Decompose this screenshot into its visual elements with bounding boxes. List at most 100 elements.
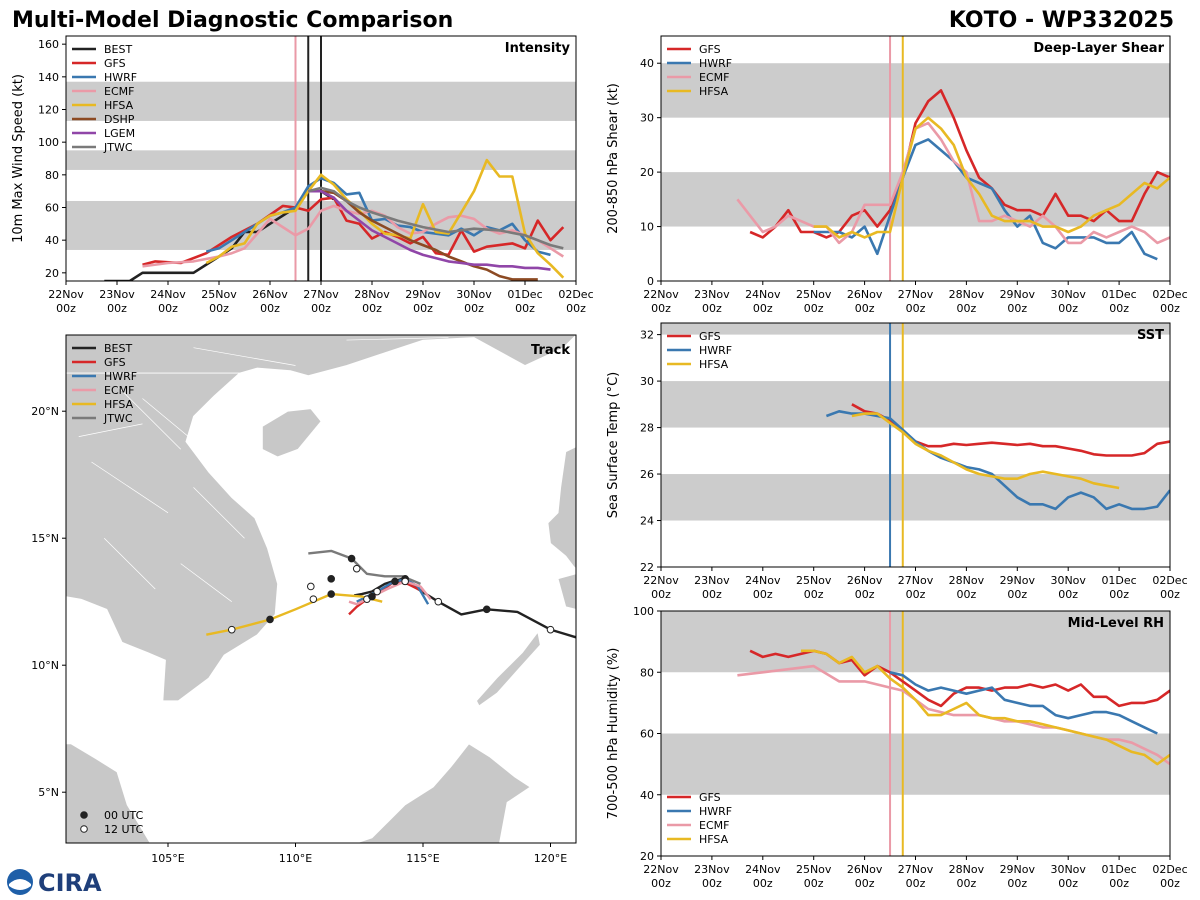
province-border bbox=[104, 537, 156, 590]
sst-xtick-date: 27Nov bbox=[898, 574, 934, 587]
shear-xtick-date: 23Nov bbox=[694, 288, 730, 301]
shear-legend-label: ECMF bbox=[699, 71, 729, 84]
land-palawan bbox=[476, 631, 541, 707]
rh-xtick-hour: 00z bbox=[1058, 877, 1078, 890]
intensity-xtick-date: 24Nov bbox=[150, 288, 186, 301]
track-marker-hwrf bbox=[373, 587, 381, 596]
shear-xtick-hour: 00z bbox=[804, 302, 824, 315]
marker-legend-label: 00 UTC bbox=[104, 809, 144, 822]
track-frame bbox=[65, 334, 577, 844]
track-marker-hfsa bbox=[227, 625, 236, 634]
sst-xtick-hour: 00z bbox=[855, 588, 875, 601]
sst-xtick-hour: 00z bbox=[1160, 588, 1180, 601]
rh-series-hfsa bbox=[801, 649, 1170, 766]
sst-xtick-date: 25Nov bbox=[796, 574, 832, 587]
intensity-series-gfs bbox=[142, 196, 565, 266]
intensity-xtick-date: 29Nov bbox=[405, 288, 441, 301]
rh-xtick-hour: 00z bbox=[906, 877, 926, 890]
sst-xtick-hour: 00z bbox=[804, 588, 824, 601]
land-hainan bbox=[261, 408, 322, 458]
rh-ytick-label: 60 bbox=[640, 728, 654, 741]
intensity-legend-label: JTWC bbox=[103, 141, 133, 154]
sst-xtick-date: 02Dec bbox=[1152, 574, 1187, 587]
intensity-xtick-date: 22Nov bbox=[48, 288, 84, 301]
land-malay-peninsula bbox=[66, 596, 151, 843]
sst-band bbox=[661, 474, 1170, 521]
shear-xtick-hour: 00z bbox=[1058, 302, 1078, 315]
track-lines bbox=[206, 549, 576, 639]
sst-xtick-hour: 00z bbox=[906, 588, 926, 601]
shear-xtick-hour: 00z bbox=[753, 302, 773, 315]
track-lon-label: 105°E bbox=[151, 852, 184, 865]
shear-panel: 01020304022Nov00z23Nov00z24Nov00z25Nov00… bbox=[606, 35, 1188, 315]
land-borneo bbox=[285, 743, 531, 843]
intensity-series-jtwc bbox=[307, 186, 564, 250]
sst-xtick-hour: 00z bbox=[651, 588, 671, 601]
rh-band bbox=[661, 611, 1170, 673]
track-lon-label: 110°E bbox=[279, 852, 312, 865]
province-border bbox=[193, 487, 245, 539]
rh-legend-label: ECMF bbox=[699, 819, 729, 832]
intensity-xtick-hour: 00z bbox=[464, 302, 484, 315]
sst-band bbox=[661, 381, 1170, 428]
intensity-xtick-date: 25Nov bbox=[201, 288, 237, 301]
track-lat-label: 5°N bbox=[38, 786, 59, 799]
intensity-xtick-hour: 00z bbox=[260, 302, 280, 315]
shear-legend-label: HFSA bbox=[699, 85, 729, 98]
marker-legend-label: 12 UTC bbox=[104, 823, 144, 836]
intensity-xtick-date: 02Dec bbox=[558, 288, 593, 301]
intensity-xtick-hour: 00z bbox=[56, 302, 76, 315]
track-legend-label: HFSA bbox=[104, 398, 134, 411]
rh-xtick-hour: 00z bbox=[1109, 877, 1129, 890]
cira-logo: CIRA bbox=[7, 869, 102, 897]
track-legend-label: GFS bbox=[104, 356, 126, 369]
intensity-ytick-label: 120 bbox=[38, 104, 59, 117]
intensity-ytick-label: 100 bbox=[38, 136, 59, 149]
province-border bbox=[180, 563, 232, 602]
track-legend-label: ECMF bbox=[104, 384, 134, 397]
rh-legend-label: HWRF bbox=[699, 805, 732, 818]
rh-xtick-date: 22Nov bbox=[643, 863, 679, 876]
sst-ytick-label: 32 bbox=[640, 329, 654, 342]
province-border bbox=[116, 385, 181, 450]
intensity-xtick-date: 30Nov bbox=[456, 288, 492, 301]
intensity-xtick-hour: 00z bbox=[158, 302, 178, 315]
track-marker-best bbox=[482, 605, 491, 614]
shear-band bbox=[661, 63, 1170, 118]
rh-xtick-date: 25Nov bbox=[796, 863, 832, 876]
intensity-legend-label: HFSA bbox=[104, 99, 134, 112]
intensity-xtick-hour: 00z bbox=[209, 302, 229, 315]
track-marker-ecmf bbox=[401, 577, 409, 586]
intensity-legend-label: BEST bbox=[104, 43, 132, 56]
shear-ytick-label: 10 bbox=[640, 221, 654, 234]
shear-xtick-date: 28Nov bbox=[949, 288, 985, 301]
sst-ytick-label: 22 bbox=[640, 561, 654, 574]
cira-logo-text: CIRA bbox=[38, 869, 102, 897]
sst-legend-label: HWRF bbox=[699, 344, 732, 357]
shear-ytick-label: 0 bbox=[647, 275, 654, 288]
sst-xtick-hour: 00z bbox=[753, 588, 773, 601]
rh-xtick-hour: 00z bbox=[957, 877, 977, 890]
sst-xtick-date: 28Nov bbox=[949, 574, 985, 587]
track-lat-label: 20°N bbox=[31, 405, 59, 418]
figure-title: Multi-Model Diagnostic Comparison bbox=[12, 8, 453, 33]
shear-xtick-date: 24Nov bbox=[745, 288, 781, 301]
sst-legend-label: HFSA bbox=[699, 358, 729, 371]
sst-ylabel: Sea Surface Temp (°C) bbox=[606, 372, 621, 519]
rh-xtick-date: 01Dec bbox=[1101, 863, 1136, 876]
intensity-ytick-label: 60 bbox=[45, 202, 59, 215]
land-indochina bbox=[66, 372, 279, 702]
land-masses bbox=[66, 335, 576, 843]
track-marker-gfs bbox=[391, 577, 399, 586]
intensity-xtick-hour: 00z bbox=[362, 302, 382, 315]
intensity-panel: 2040608010012014016022Nov00z23Nov00z24No… bbox=[11, 35, 594, 315]
sst-xtick-date: 01Dec bbox=[1101, 574, 1136, 587]
intensity-xtick-date: 01Dec bbox=[507, 288, 542, 301]
sst-ytick-label: 24 bbox=[640, 515, 654, 528]
shear-legend-label: HWRF bbox=[699, 57, 732, 70]
sst-xtick-hour: 00z bbox=[957, 588, 977, 601]
rh-xtick-hour: 00z bbox=[804, 877, 824, 890]
shear-xtick-hour: 00z bbox=[906, 302, 926, 315]
intensity-xtick-hour: 00z bbox=[413, 302, 433, 315]
sst-xtick-date: 30Nov bbox=[1050, 574, 1086, 587]
